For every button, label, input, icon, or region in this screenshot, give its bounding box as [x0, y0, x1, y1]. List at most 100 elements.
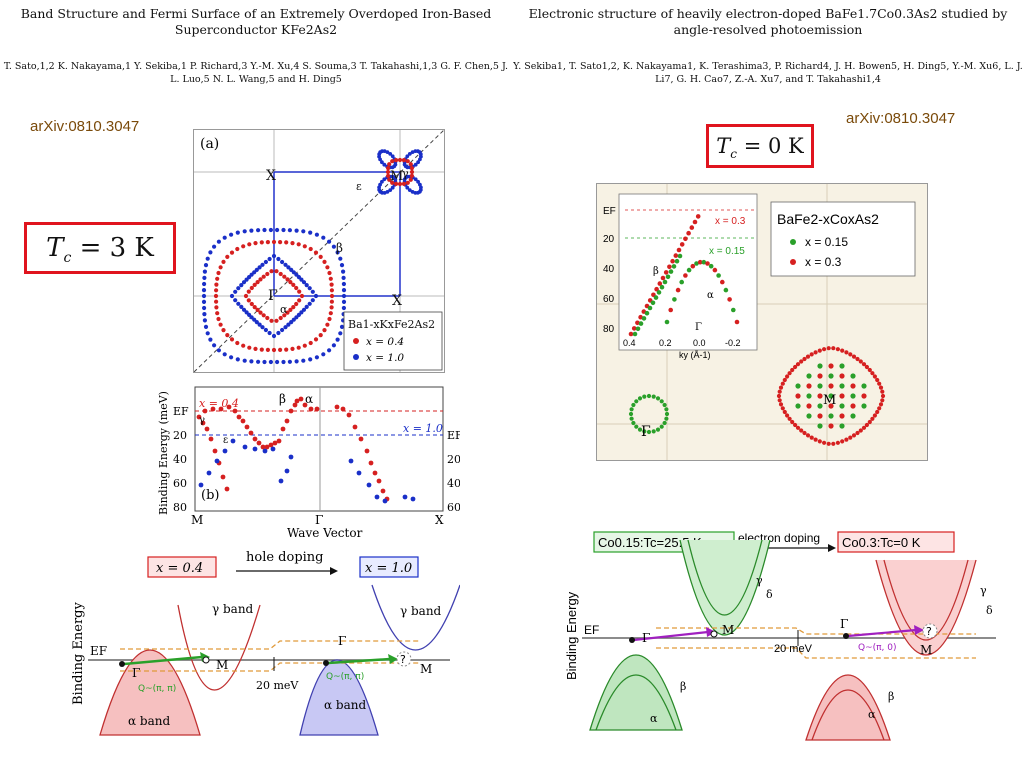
fs-dot-blue-alpha [280, 327, 285, 333]
right-schem-gamma2: Γ [840, 617, 848, 631]
panel-a-beta: β [336, 241, 343, 255]
fs-dot-m-grid [828, 423, 834, 429]
fs-dot-red-alpha [269, 269, 274, 274]
fs-dot-red-m-outer [848, 435, 853, 440]
inset-dot-green-beta [635, 326, 641, 332]
fs-dot-green-gamma [664, 411, 670, 417]
fs-dot-blue-outer [281, 227, 286, 233]
fs-dot-red-m-outer [872, 413, 877, 418]
fs-dot-m-grid [817, 423, 823, 429]
disp-dot-red [292, 402, 298, 408]
fs-dot-blue-alpha [310, 298, 315, 303]
fs-dot-red-beta [214, 282, 219, 287]
fs-dot-red-beta [313, 337, 319, 342]
left-paper-title: Band Structure and Fermi Surface of an E… [20, 6, 492, 37]
fs-dot-blue-outer [249, 359, 254, 364]
fs-dot-red-beta [271, 239, 277, 245]
disp-dot-red [340, 406, 346, 412]
fs-dot-red-beta [278, 240, 283, 245]
fs-dot-red-alpha [261, 313, 266, 318]
fs-dot-red-m-outer [878, 402, 884, 407]
right-paper-authors: Y. Sekiba1, T. Sato1,2, K. Nakayama1, K.… [513, 61, 1023, 85]
disp-dot-blue [222, 448, 228, 454]
inset-dot-green-beta [638, 321, 644, 326]
inset-dot-red-beta [683, 236, 688, 242]
fs-dot-m-grid [861, 393, 867, 399]
fs-dot-red-beta [253, 346, 258, 351]
fs-dot-green-gamma [659, 424, 664, 429]
fs-dot-blue-outer [331, 244, 336, 249]
disp-dot-blue [230, 438, 236, 444]
fs-dot-red-beta [221, 328, 226, 333]
fs-dot-red-m-outer [795, 362, 801, 367]
disp-dot-blue [356, 470, 362, 476]
inset-dot-green-beta [659, 284, 665, 290]
fs-dot-blue-alpha [301, 280, 307, 285]
fs-dot-blue-outer [256, 359, 261, 364]
panel-a-epsilon: ε [356, 180, 362, 193]
fs-dot-m-grid [828, 363, 834, 369]
fs-dot-green-gamma [637, 427, 643, 432]
fs-dot-red-m-outer [875, 377, 880, 383]
right-fermi-figure: EF 20 40 60 80 0.4 0.2 0.0 -0.2 ky (Å-1)… [596, 183, 928, 461]
fs-dot-red-m-outer [835, 347, 840, 352]
fs-dot-red-alpha [288, 280, 293, 285]
fs-dot-blue-alpha [267, 330, 272, 336]
fs-dot-red-alpha [274, 318, 279, 323]
fs-dot-red-m-outer [851, 354, 857, 359]
disp-dot-red [372, 470, 378, 476]
fs-dot-blue-propeller [380, 190, 384, 195]
fs-dot-blue-propeller [388, 152, 393, 156]
fs-dot-red-m-outer [793, 422, 798, 428]
fs-dot-blue-outer [338, 256, 343, 261]
left-arxiv-label: arXiv:0810.3047 [30, 118, 140, 135]
fs-dot-red-m [386, 166, 391, 171]
disp-dot-red [284, 418, 290, 424]
panel-b-alpha: α [305, 392, 313, 406]
disp-dot-red [294, 398, 300, 404]
fs-dot-red-m-outer [805, 433, 811, 438]
fs-dot-blue-outer [262, 359, 267, 365]
disp-dot-blue [402, 494, 408, 500]
right-inset-xm02: -0.2 [725, 338, 741, 348]
fs-dot-m-grid [839, 383, 845, 389]
fs-dot-red-alpha [278, 271, 283, 277]
inset-dot-alpha [723, 287, 729, 293]
fs-dot-blue-alpha [313, 293, 319, 299]
fs-dot-red-m [409, 173, 414, 178]
panel-b-xtick-x: X [435, 513, 444, 527]
fs-dot-red-m-outer [880, 393, 886, 399]
panel-b-ytick-80: 80 [173, 501, 187, 514]
panel-a-svg: (a) X X M γ ε β Γ α Ba1-xKxFe2As2 x = 0.… [194, 130, 444, 372]
fs-dot-red-beta [235, 246, 240, 252]
fs-dot-red-beta [218, 322, 223, 327]
fs-dot-red-m-outer [831, 346, 836, 351]
fs-dot-blue-propeller [385, 150, 390, 154]
fs-dot-red-beta [308, 246, 313, 252]
inset-dot-red-beta [692, 219, 698, 225]
disp-dot-red [232, 408, 238, 414]
fs-dot-blue-alpha [257, 265, 262, 270]
disp-dot-blue [252, 446, 258, 452]
left-tc-sub: c [63, 250, 72, 267]
inset-dot-green-beta [644, 310, 650, 316]
fs-dot-blue-outer [327, 239, 332, 244]
fs-dot-green-gamma [642, 429, 647, 434]
right-schem-q: Q~(π, 0) [858, 643, 897, 653]
fs-dot-blue-outer [327, 348, 332, 353]
fs-dot-m-grid [839, 413, 845, 419]
fs-dot-blue-propeller [390, 185, 395, 190]
disp-dot-red [224, 486, 230, 492]
left-schem-hole-doping: hole doping [246, 550, 324, 565]
panel-b-ylabel: Binding Energy (meV) [157, 391, 170, 515]
fs-dot-red-m-outer [872, 374, 877, 379]
inset-dot-red-beta [667, 264, 672, 270]
fs-dot-m-grid [861, 403, 867, 409]
fs-dot-red-m-outer [867, 419, 872, 425]
fs-dot-m-grid [795, 403, 801, 409]
fs-dot-m-grid [839, 393, 845, 399]
fs-dot-blue-outer [335, 250, 340, 255]
fs-dot-green-gamma [637, 396, 643, 401]
fs-dot-blue-alpha [233, 298, 238, 303]
left-schem-x10: x = 1.0 [365, 561, 412, 576]
